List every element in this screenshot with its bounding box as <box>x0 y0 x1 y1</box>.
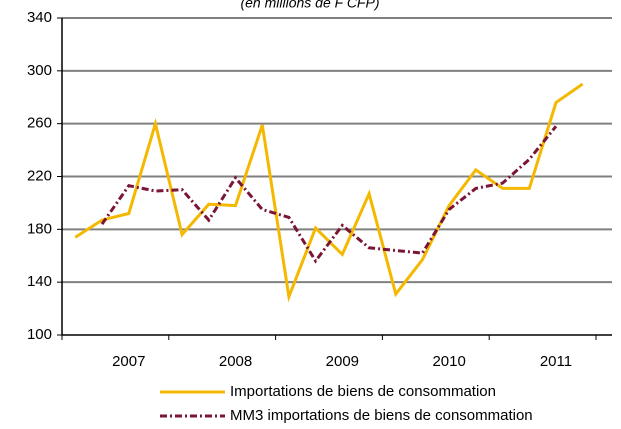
x-tick-label: 2010 <box>432 353 465 370</box>
x-tick-label: 2011 <box>540 353 572 370</box>
x-tick-label: 2007 <box>112 353 145 370</box>
x-tick-label: 2009 <box>326 353 359 370</box>
series-line <box>100 125 558 264</box>
x-tick-label: 2008 <box>219 353 252 370</box>
legend-label: MM3 importations de biens de consommatio… <box>230 407 533 424</box>
y-tick-label: 260 <box>27 115 52 132</box>
y-tick-label: 300 <box>27 62 52 79</box>
chart-subtitle: (en millions de F CFP) <box>240 0 379 11</box>
series-line <box>74 82 584 303</box>
y-tick-label: 220 <box>27 167 52 184</box>
y-tick-label: 180 <box>27 220 52 237</box>
legend-label: Importations de biens de consommation <box>230 383 496 400</box>
y-tick-label: 340 <box>27 9 52 26</box>
y-tick-label: 140 <box>27 273 52 290</box>
y-tick-label: 100 <box>27 326 52 343</box>
